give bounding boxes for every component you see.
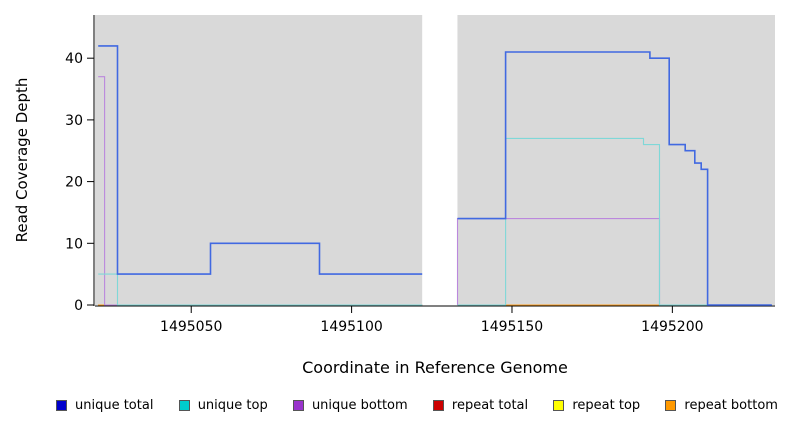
x-tick-label: 1495100	[320, 319, 382, 335]
legend-swatch-repeat-total	[432, 400, 444, 411]
coverage-plot: 1495050 1495100 1495150 1495200 0 10 20 30 40	[65, 7, 775, 335]
legend-label: repeat top	[572, 398, 641, 413]
legend-item-repeat-total: repeat total	[432, 398, 529, 413]
legend-item-repeat-bottom: repeat bottom	[665, 398, 778, 413]
legend-item-unique-top: unique top	[178, 398, 268, 413]
x-axis-title: Coordinate in Reference Genome	[302, 358, 568, 377]
y-tick-label: 0	[74, 298, 83, 314]
series-line-unique-total	[457, 51, 772, 306]
series-line-unique-top	[98, 273, 423, 306]
y-axis-title: Read Coverage Depth	[13, 77, 31, 243]
legend-label: unique top	[197, 398, 268, 413]
coverage-gap-band	[422, 7, 458, 305]
x-tick-label: 1495050	[160, 319, 222, 335]
x-tick-label: 1495150	[481, 319, 543, 335]
legend-label: repeat total	[451, 398, 529, 413]
legend-label: unique total	[75, 398, 154, 413]
legend-label: unique bottom	[311, 398, 408, 413]
legend-label: repeat bottom	[684, 398, 778, 413]
legend-swatch-unique-total	[56, 400, 67, 411]
y-tick-label: 10	[65, 236, 83, 252]
y-tick-label: 20	[65, 175, 83, 191]
legend-swatch-unique-top	[178, 400, 190, 411]
legend-item-unique-total: unique total	[56, 398, 153, 413]
legend-swatch-repeat-bottom	[665, 400, 677, 411]
series-line-unique-total	[98, 45, 423, 275]
y-tick-label: 40	[65, 51, 83, 67]
legend-item-unique-bottom: unique bottom	[292, 398, 408, 413]
legend-swatch-unique-bottom	[292, 400, 304, 411]
legend-swatch-repeat-top	[553, 400, 565, 411]
legend-item-repeat-top: repeat top	[553, 398, 640, 413]
series-line-unique-top	[457, 137, 772, 306]
y-tick-label: 30	[65, 113, 83, 129]
legend: unique total unique top unique bottom repea…	[0, 398, 792, 413]
x-tick-label: 1495200	[641, 319, 703, 335]
